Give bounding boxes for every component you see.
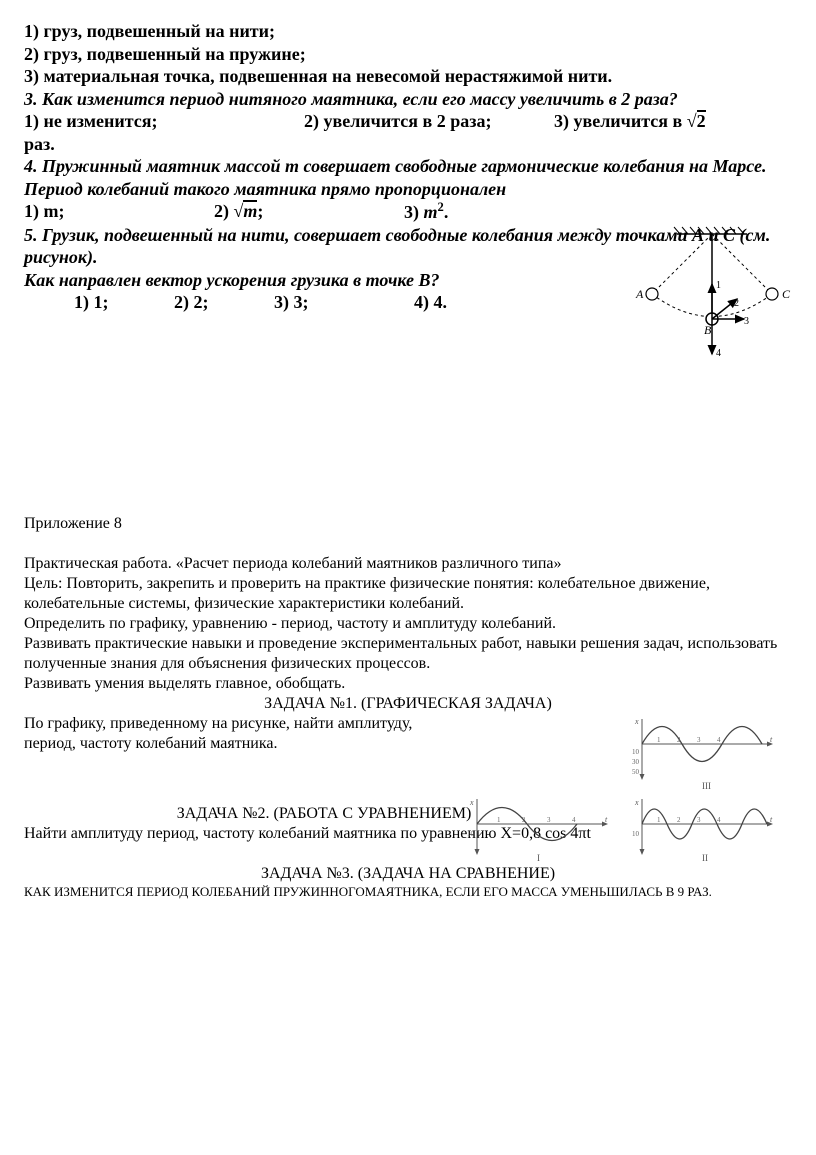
task1-body: По графику, приведенному на рисунке, най… (24, 714, 444, 754)
svg-text:10: 10 (632, 830, 640, 838)
task3-title: ЗАДАЧА №3. (ЗАДАЧА НА СРАВНЕНИЕ) (24, 864, 792, 884)
q3-options: 1) не изменится; 2) увеличится в 2 раза;… (24, 110, 792, 133)
goal-p1: Определить по графику, уравнению - перио… (24, 614, 792, 634)
q3-option-3: 3) увеличится в √2 (554, 110, 706, 133)
svg-text:2: 2 (677, 736, 681, 744)
q5-option-4: 4) 4. (414, 291, 514, 314)
svg-text:II: II (702, 853, 708, 863)
q1-option-3: 3) материальная точка, подвешенная на не… (24, 65, 792, 88)
appendix-title: Приложение 8 (24, 514, 792, 534)
svg-text:x: x (634, 717, 639, 726)
q3-option-2: 2) увеличится в 2 раза; (304, 110, 554, 133)
q4-prompt: 4. Пружинный маятник массой m совершает … (24, 155, 792, 200)
svg-text:1: 1 (657, 816, 661, 824)
svg-text:4: 4 (717, 816, 721, 824)
pendulum-diagram: A C B 1 2 3 4 (622, 224, 802, 374)
svg-text:4: 4 (716, 348, 721, 359)
goal: Цель: Повторить, закрепить и проверить н… (24, 574, 792, 614)
work-title: Практическая работа. «Расчет периода кол… (24, 554, 792, 574)
svg-text:1: 1 (716, 280, 721, 291)
svg-text:2: 2 (734, 298, 739, 309)
svg-text:A: A (635, 287, 644, 301)
svg-text:I: I (537, 853, 540, 863)
svg-text:3: 3 (547, 816, 551, 824)
svg-text:t: t (605, 815, 608, 824)
q4-option-3: 3) m2. (404, 200, 448, 224)
svg-text:4: 4 (717, 736, 721, 744)
svg-text:3: 3 (744, 316, 749, 327)
task2-title: ЗАДАЧА №2. (РАБОТА С УРАВНЕНИЕМ) (144, 804, 504, 824)
svg-text:3: 3 (697, 816, 701, 824)
oscillation-graphs: 1 2 3 4 10 30 50 III t x 1 2 3 4 10 (462, 714, 782, 864)
svg-text:1: 1 (657, 736, 661, 744)
goal-p3: Развивать умения выделять главное, обобщ… (24, 674, 792, 694)
svg-text:III: III (702, 781, 711, 791)
svg-text:B: B (704, 323, 712, 337)
svg-text:3: 3 (697, 736, 701, 744)
q3-option-1: 1) не изменится; (24, 110, 304, 133)
q5-option-3: 3) 3; (274, 291, 414, 314)
task3-body: КАК ИЗМЕНИТСЯ ПЕРИОД КОЛЕБАНИЙ ПРУЖИННОГ… (24, 884, 792, 900)
q4-option-1: 1) m; (24, 200, 214, 224)
svg-text:t: t (770, 815, 773, 824)
svg-text:x: x (469, 798, 474, 807)
svg-text:10: 10 (632, 748, 640, 756)
svg-text:30: 30 (632, 758, 640, 766)
svg-text:C: C (782, 287, 791, 301)
q4-option-2: 2) √m; (214, 200, 404, 224)
svg-text:4: 4 (572, 816, 576, 824)
svg-text:x: x (634, 798, 639, 807)
svg-text:2: 2 (522, 816, 526, 824)
task1-title: ЗАДАЧА №1. (ГРАФИЧЕСКАЯ ЗАДАЧА) (24, 694, 792, 714)
q4-options: 1) m; 2) √m; 3) m2. (24, 200, 792, 224)
q3-prompt: 3. Как изменится период нитяного маятник… (24, 88, 792, 111)
q5-option-2: 2) 2; (174, 291, 274, 314)
q1-option-2: 2) груз, подвешенный на пружине; (24, 43, 792, 66)
svg-text:10: 10 (467, 830, 475, 838)
q1-option-1: 1) груз, подвешенный на нити; (24, 20, 792, 43)
q3-tail: раз. (24, 133, 792, 156)
svg-text:1: 1 (497, 816, 501, 824)
svg-text:2: 2 (677, 816, 681, 824)
svg-text:t: t (770, 735, 773, 744)
goal-p2: Развивать практические навыки и проведен… (24, 634, 792, 674)
svg-text:50: 50 (632, 768, 640, 776)
q5-option-1: 1) 1; (74, 291, 174, 314)
